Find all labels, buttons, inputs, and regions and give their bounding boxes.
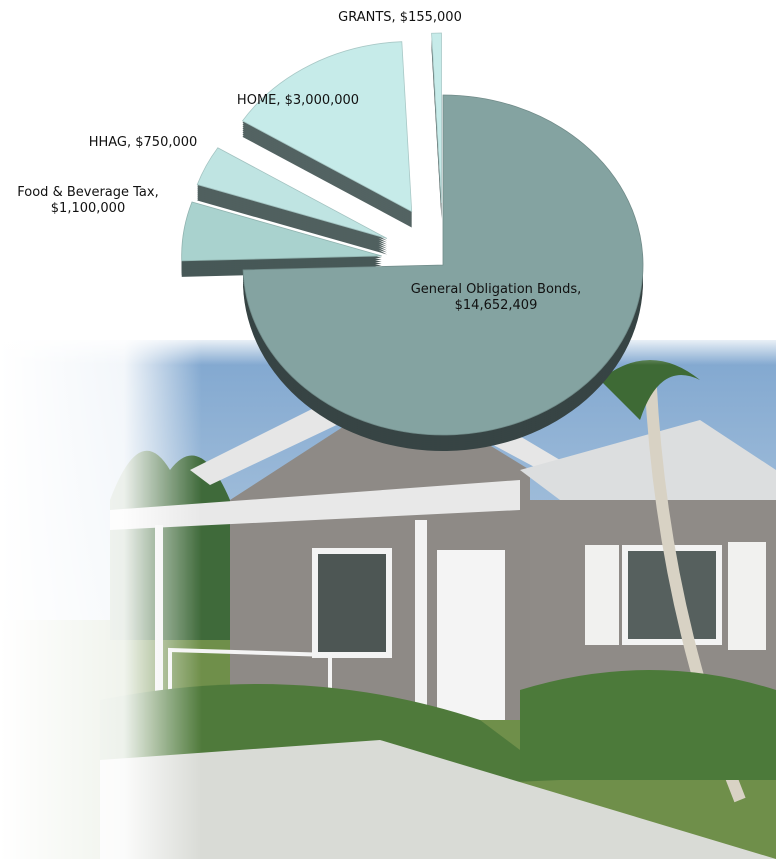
- pie-slice: [181, 201, 382, 262]
- pie-slice: [431, 32, 442, 204]
- data-label: GRANTS, $155,000: [338, 10, 462, 25]
- data-label: Food & Beverage Tax, $1,100,000: [17, 185, 159, 216]
- data-label: HOME, $3,000,000: [236, 93, 360, 108]
- pie-slice: [196, 147, 388, 239]
- pie-slice: [242, 94, 644, 436]
- data-label: HHAG, $750,000: [88, 135, 198, 150]
- background-photo: [0, 335, 776, 859]
- pie-slice: [241, 41, 413, 213]
- data-label: General Obligation Bonds, $14,652,409: [410, 282, 582, 313]
